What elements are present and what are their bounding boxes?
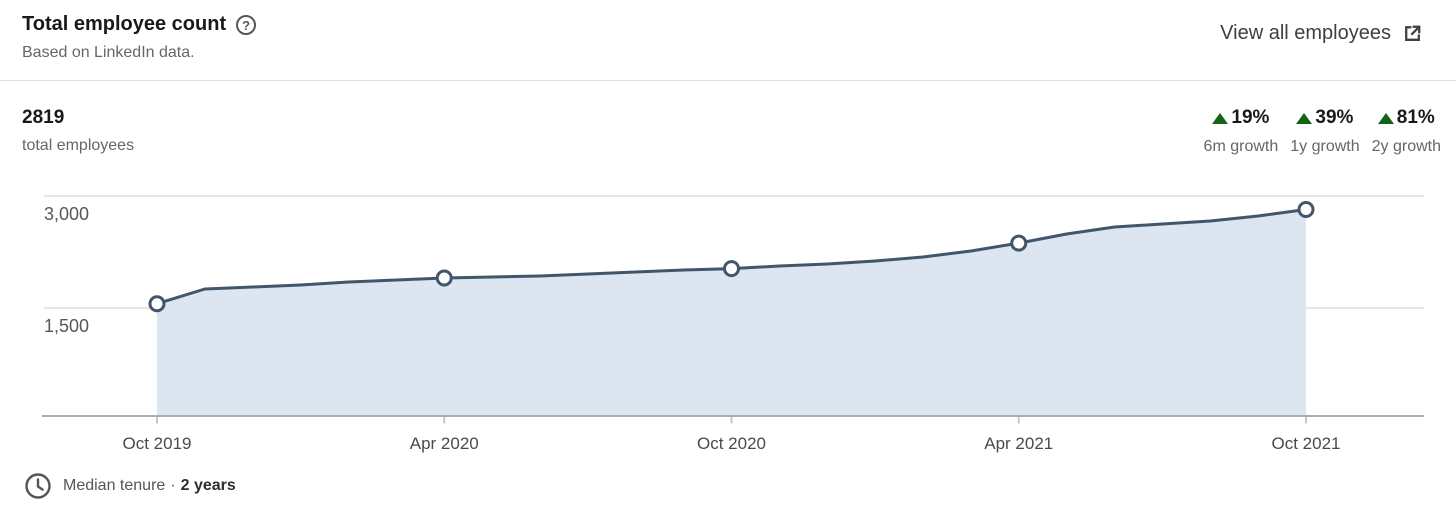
y-axis-tick-label: 3,000 (44, 204, 89, 224)
total-employees-label: total employees (22, 137, 135, 154)
card-subtitle: Based on LinkedIn data. (22, 44, 195, 61)
x-axis-tick-label: Oct 2021 (1272, 434, 1341, 453)
total-employees-stat: 2819 total employees (22, 107, 134, 155)
growth-label: 2y growth (1371, 138, 1441, 155)
data-point-marker[interactable] (1010, 234, 1028, 252)
growth-label: 1y growth (1290, 138, 1360, 155)
data-point-marker[interactable] (1297, 201, 1315, 219)
growth-stats: 19% 6m growth 39% 1y growth 81% 2y growt… (1204, 107, 1441, 156)
chart-area-fill (157, 209, 1306, 416)
x-axis-tick-label: Apr 2020 (410, 434, 479, 453)
external-link-icon (1405, 25, 1421, 41)
header-divider (0, 80, 1456, 81)
clock-icon (25, 473, 51, 499)
data-point-marker[interactable] (148, 295, 166, 313)
growth-stat-6m: 19% 6m growth (1204, 107, 1279, 156)
view-all-employees-link[interactable]: View all employees (1220, 22, 1423, 45)
total-employees-value: 2819 (22, 107, 65, 128)
separator-dot: · (170, 477, 176, 494)
card-header: Total employee count ? (22, 10, 257, 38)
data-point-marker[interactable] (723, 260, 740, 278)
growth-up-arrow-icon (1377, 112, 1394, 124)
employee-count-chart: 3,000 1,500 Oct 2019 Apr 2020 Oct 2020 Apr 2… (0, 185, 1456, 460)
growth-value: 39% (1315, 107, 1354, 128)
x-axis-tick-label: Oct 2019 (123, 434, 192, 453)
y-axis-tick-label: 1,500 (44, 316, 89, 336)
median-tenure-value: 2 years (180, 477, 236, 494)
growth-value: 81% (1396, 107, 1435, 128)
growth-label: 6m growth (1203, 138, 1279, 155)
x-axis-tick-label: Oct 2020 (697, 434, 766, 453)
growth-up-arrow-icon (1212, 112, 1229, 124)
growth-stat-1y: 39% 1y growth (1290, 107, 1359, 156)
growth-stat-2y: 81% 2y growth (1372, 107, 1441, 156)
growth-value: 19% (1231, 107, 1270, 128)
page-title: Total employee count (22, 13, 227, 35)
growth-up-arrow-icon (1296, 112, 1313, 124)
x-axis-tick-label: Apr 2021 (984, 434, 1053, 453)
view-all-label: View all employees (1220, 22, 1391, 44)
median-tenure: Median tenure · 2 years (24, 472, 236, 500)
help-icon[interactable]: ? (236, 15, 257, 35)
data-point-marker[interactable] (435, 269, 453, 287)
median-tenure-label: Median tenure (63, 477, 166, 494)
